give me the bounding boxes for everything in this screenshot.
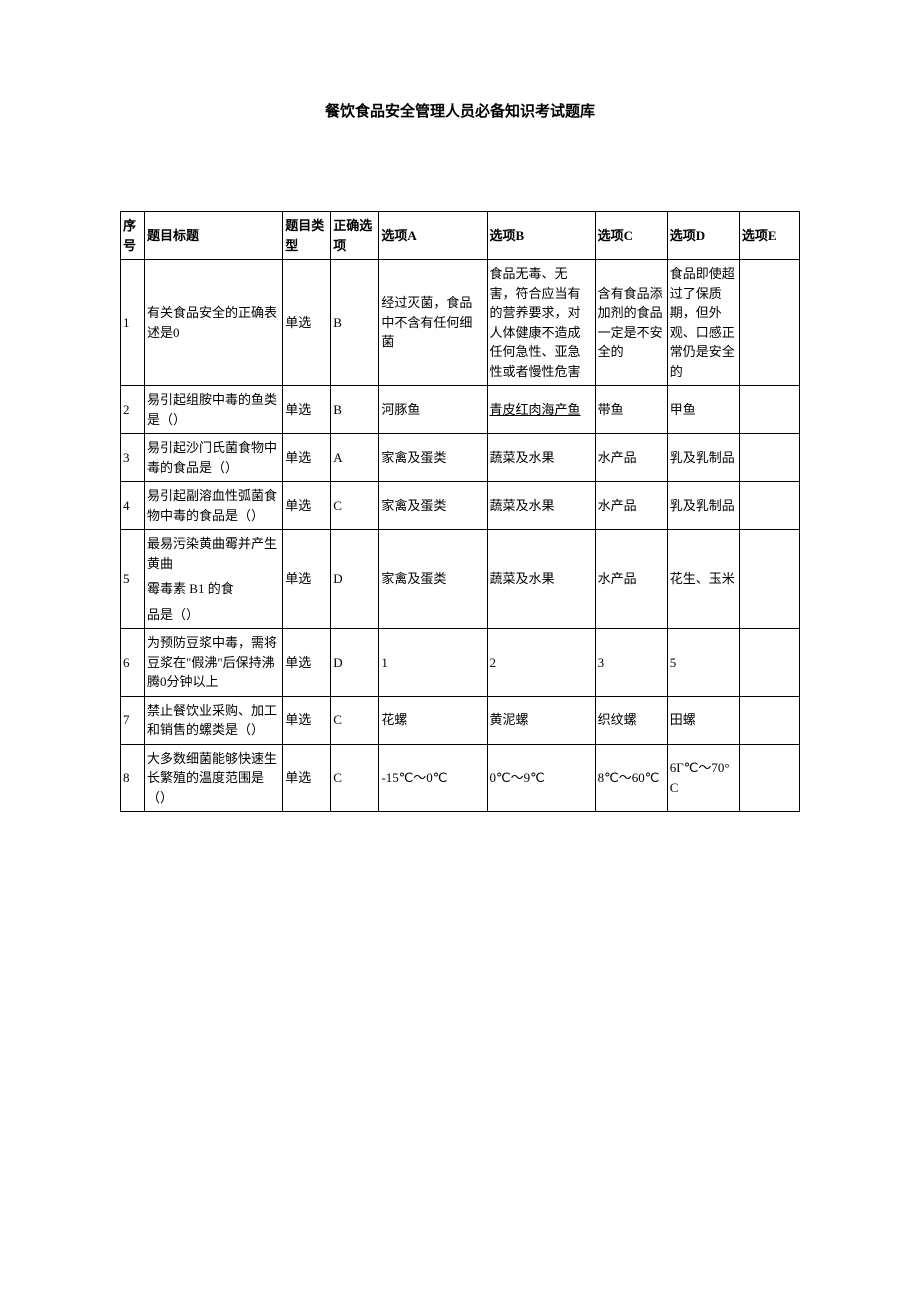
cell-seq: 3 [121,434,145,482]
cell-optD: 5 [667,629,739,697]
header-answer: 正确选项 [331,212,379,260]
cell-optE [739,744,799,812]
cell-optA: 花螺 [379,696,487,744]
cell-qtitle: 为预防豆浆中毒，需将豆浆在"假沸"后保持沸腾0分钟以上 [145,629,283,697]
cell-qtitle: 有关食品安全的正确表述是0 [145,260,283,386]
cell-optC: 带鱼 [595,386,667,434]
header-optC: 选项C [595,212,667,260]
header-qtitle: 题目标题 [145,212,283,260]
cell-seq: 1 [121,260,145,386]
cell-optA: 家禽及蛋类 [379,482,487,530]
cell-answer: D [331,530,379,629]
cell-answer: B [331,386,379,434]
cell-optB: 食品无毒、无害，符合应当有的营养要求，对人体健康不造成任何急性、亚急性或者慢性危… [487,260,595,386]
table-row: 1有关食品安全的正确表述是0单选B经过灭菌，食品中不含有任何细菌食品无毒、无害，… [121,260,800,386]
cell-qtype: 单选 [283,696,331,744]
cell-optC: 3 [595,629,667,697]
cell-seq: 6 [121,629,145,697]
header-optE: 选项E [739,212,799,260]
table-row: 8大多数细菌能够快速生长繁殖的温度范围是（）单选C-15℃～0℃0℃～9℃8℃～… [121,744,800,812]
question-table: 序号 题目标题 题目类型 正确选项 选项A 选项B 选项C 选项D 选项E 1有… [120,211,800,812]
cell-optA: 家禽及蛋类 [379,530,487,629]
header-seq: 序号 [121,212,145,260]
cell-answer: C [331,482,379,530]
cell-qtitle: 易引起组胺中毒的鱼类是（） [145,386,283,434]
table-row: 5最易污染黄曲霉并产生黄曲霉毒素 B1 的食品是（）单选D家禽及蛋类蔬菜及水果水… [121,530,800,629]
cell-optB: 黄泥螺 [487,696,595,744]
header-optB: 选项B [487,212,595,260]
cell-qtype: 单选 [283,744,331,812]
cell-answer: D [331,629,379,697]
cell-answer: C [331,744,379,812]
cell-optB: 0℃～9℃ [487,744,595,812]
cell-qtitle: 易引起副溶血性弧菌食物中毒的食品是（） [145,482,283,530]
cell-qtype: 单选 [283,530,331,629]
cell-qtype: 单选 [283,482,331,530]
header-optA: 选项A [379,212,487,260]
cell-qtype: 单选 [283,434,331,482]
table-row: 7禁止餐饮业采购、加工和销售的螺类是（）单选C花螺黄泥螺织纹螺田螺 [121,696,800,744]
cell-answer: C [331,696,379,744]
cell-qtitle: 易引起沙门氏菌食物中毒的食品是（） [145,434,283,482]
cell-optE [739,629,799,697]
cell-optE [739,530,799,629]
cell-qtype: 单选 [283,386,331,434]
cell-optE [739,696,799,744]
cell-optB: 青皮红肉海产鱼 [487,386,595,434]
cell-optC: 织纹螺 [595,696,667,744]
cell-optE [739,482,799,530]
cell-seq: 5 [121,530,145,629]
cell-optD: 6Γ℃～70°C [667,744,739,812]
page-title: 餐饮食品安全管理人员必备知识考试题库 [120,100,800,121]
table-row: 6为预防豆浆中毒，需将豆浆在"假沸"后保持沸腾0分钟以上单选D1235 [121,629,800,697]
cell-optC: 水产品 [595,482,667,530]
cell-optD: 田螺 [667,696,739,744]
cell-optD: 乳及乳制品 [667,482,739,530]
cell-answer: B [331,260,379,386]
cell-optC: 8℃～60℃ [595,744,667,812]
header-qtype: 题目类型 [283,212,331,260]
cell-optA: 经过灭菌，食品中不含有任何细菌 [379,260,487,386]
cell-optE [739,386,799,434]
cell-optD: 花生、玉米 [667,530,739,629]
cell-qtitle: 最易污染黄曲霉并产生黄曲霉毒素 B1 的食品是（） [145,530,283,629]
cell-optB: 蔬菜及水果 [487,482,595,530]
cell-seq: 8 [121,744,145,812]
cell-qtitle: 大多数细菌能够快速生长繁殖的温度范围是（） [145,744,283,812]
cell-optA: 河豚鱼 [379,386,487,434]
cell-optD: 食品即使超过了保质期，但外观、口感正常仍是安全的 [667,260,739,386]
cell-qtype: 单选 [283,629,331,697]
cell-optA: 家禽及蛋类 [379,434,487,482]
cell-optC: 水产品 [595,434,667,482]
cell-optC: 水产品 [595,530,667,629]
cell-seq: 2 [121,386,145,434]
cell-optB: 蔬菜及水果 [487,530,595,629]
cell-qtitle: 禁止餐饮业采购、加工和销售的螺类是（） [145,696,283,744]
header-optD: 选项D [667,212,739,260]
cell-optA: 1 [379,629,487,697]
cell-seq: 7 [121,696,145,744]
cell-seq: 4 [121,482,145,530]
cell-optD: 甲鱼 [667,386,739,434]
cell-optE [739,260,799,386]
table-row: 4易引起副溶血性弧菌食物中毒的食品是（）单选C家禽及蛋类蔬菜及水果水产品乳及乳制… [121,482,800,530]
cell-optE [739,434,799,482]
cell-optB: 蔬菜及水果 [487,434,595,482]
cell-optC: 含有食品添加剂的食品一定是不安全的 [595,260,667,386]
table-row: 2易引起组胺中毒的鱼类是（）单选B河豚鱼青皮红肉海产鱼带鱼甲鱼 [121,386,800,434]
table-row: 3易引起沙门氏菌食物中毒的食品是（）单选A家禽及蛋类蔬菜及水果水产品乳及乳制品 [121,434,800,482]
cell-optA: -15℃～0℃ [379,744,487,812]
cell-optD: 乳及乳制品 [667,434,739,482]
cell-answer: A [331,434,379,482]
header-row: 序号 题目标题 题目类型 正确选项 选项A 选项B 选项C 选项D 选项E [121,212,800,260]
cell-optB: 2 [487,629,595,697]
cell-qtype: 单选 [283,260,331,386]
